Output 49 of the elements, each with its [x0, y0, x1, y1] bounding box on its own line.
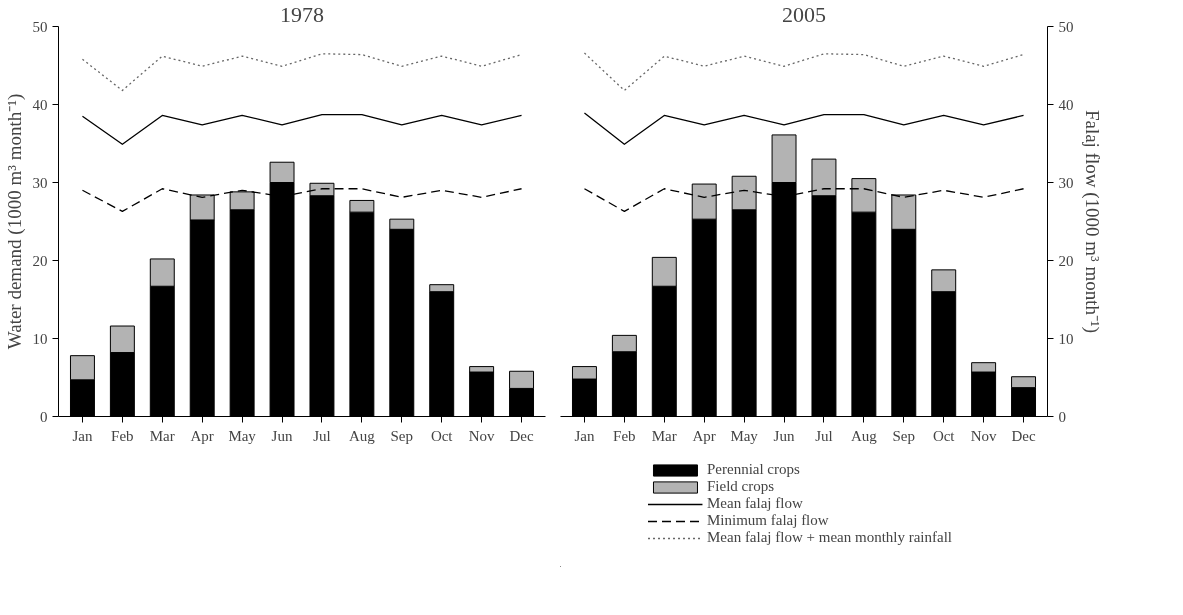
x-tick-label: Feb — [613, 427, 636, 444]
x-tick-label: Nov — [468, 427, 496, 444]
x-tick-label: Apr — [692, 427, 716, 444]
legend-label: Mean falaj flow — [706, 495, 803, 512]
x-tick-label: Sep — [892, 427, 916, 444]
chart-title: 1978 — [280, 1, 324, 27]
y2-tick-label: 0 — [1058, 408, 1066, 425]
y2-tick-label: 40 — [1058, 96, 1074, 113]
x-tick-label: Jun — [773, 427, 795, 444]
chart-title: 2005 — [782, 1, 826, 27]
y2-tick-label: 30 — [1058, 174, 1074, 191]
y-tick-label: 40 — [32, 96, 48, 113]
y-tick-label: 20 — [32, 252, 48, 269]
x-tick-label: Oct — [932, 427, 956, 444]
x-tick-label: Jun — [271, 427, 293, 444]
y2-tick-label: 10 — [1058, 330, 1074, 347]
y-axis-title: Water demand (1000 m³ month⁻¹) — [3, 93, 26, 350]
x-tick-label: Oct — [430, 427, 454, 444]
x-tick-label: Jul — [313, 427, 331, 444]
y2-axis-title: Falaj flow (1000 m³ month⁻¹) — [1080, 109, 1103, 334]
legend-label: Minimum falaj flow — [706, 512, 829, 529]
y-tick-label: 10 — [32, 330, 48, 347]
x-tick-label: Sep — [390, 427, 414, 444]
x-tick-label: Jan — [72, 427, 93, 444]
line-series — [81, 53, 523, 92]
x-tick-label: May — [228, 427, 257, 444]
x-tick-label: Aug — [348, 427, 376, 444]
x-tick-label: Dec — [1011, 427, 1036, 444]
x-tick-label: Feb — [111, 427, 134, 444]
y2-tick-label: 20 — [1058, 252, 1074, 269]
x-tick-label: Dec — [509, 427, 534, 444]
legend-label: Perennial crops — [706, 461, 800, 478]
x-tick-label: May — [730, 427, 759, 444]
x-tick-label: Mar — [149, 427, 175, 444]
x-tick-label: Apr — [190, 427, 214, 444]
legend-label: Mean falaj flow + mean monthly rainfall — [706, 529, 953, 546]
y-tick-label: 0 — [40, 408, 48, 425]
x-tick-label: Mar — [651, 427, 677, 444]
legend-label: Field crops — [706, 478, 775, 495]
line-series — [583, 112, 1025, 145]
line-series — [81, 113, 523, 145]
y-tick-label: 50 — [32, 18, 48, 35]
y2-tick-label: 50 — [1058, 18, 1074, 35]
x-tick-label: Jul — [815, 427, 833, 444]
line-series — [583, 52, 1025, 92]
x-tick-label: Jan — [574, 427, 595, 444]
x-tick-label: Nov — [970, 427, 998, 444]
y-tick-label: 30 — [32, 174, 48, 191]
x-tick-label: Aug — [850, 427, 878, 444]
